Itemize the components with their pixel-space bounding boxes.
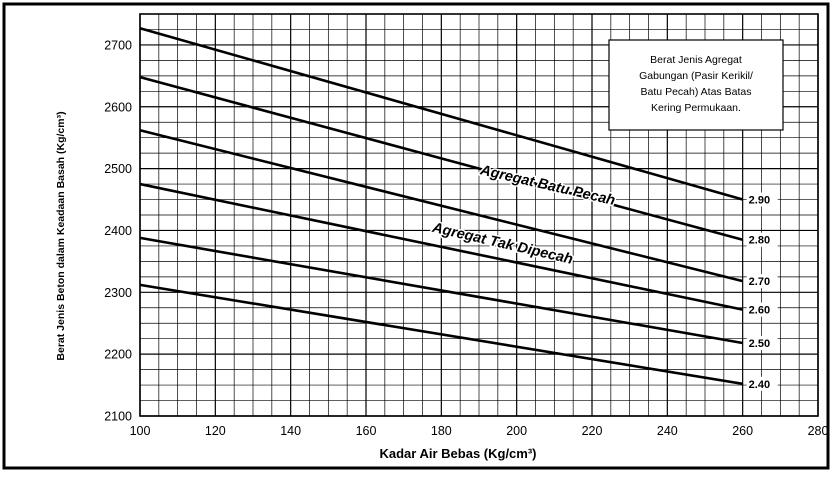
x-tick-label: 180 (431, 424, 452, 438)
series-label-bg (746, 192, 778, 207)
series-label-bg (746, 302, 778, 317)
series-line-2-60 (139, 182, 743, 311)
x-tick-label: 280 (808, 424, 829, 438)
series-label-2-60: 2.60 (749, 305, 770, 317)
x-axis-label: Kadar Air Bebas (Kg/cm³) (380, 446, 537, 461)
y-tick-label: 2300 (104, 286, 132, 300)
legend-line-2: Gabungan (Pasir Kerikil/ (639, 70, 753, 82)
legend-frame (608, 39, 784, 131)
legend-line-4: Kering Permukaan. (651, 102, 741, 114)
x-tick-label: 140 (280, 424, 301, 438)
series-label-2-90: 2.90 (749, 195, 770, 207)
legend-line-3: Batu Pecah) Atas Batas (641, 86, 752, 98)
y-tick-label: 2200 (104, 348, 132, 362)
y-tick-label: 2500 (104, 162, 132, 176)
y-tick-label: 2600 (104, 100, 132, 114)
series-label-bg (746, 232, 778, 247)
series-label-bg (746, 336, 778, 351)
series-line-2-70 (139, 129, 743, 283)
series-line-2-90 (139, 26, 744, 201)
y-tick-label: 2700 (104, 38, 132, 52)
series-layer: 2.90 2.80 2.70 2.60 2.50 2.40 (139, 26, 778, 391)
series-line-2-50 (139, 236, 743, 345)
plot-frame (139, 13, 819, 417)
series-label-bg (746, 376, 778, 391)
y-axis-label: Berat Jenis Beton dalam Keadaan Basah (K… (55, 111, 67, 360)
x-tick-label: 160 (356, 424, 377, 438)
series-label-2-70: 2.70 (749, 276, 770, 288)
y-tick-label: 2100 (104, 410, 132, 424)
x-tick-label: 120 (205, 424, 226, 438)
outer-border (2, 2, 830, 470)
legend: Berat Jenis Agregat Gabungan (Pasir Keri… (608, 39, 784, 131)
series-label-2-40: 2.40 (749, 379, 770, 391)
series-line-2-40 (139, 283, 743, 386)
series-label-2-50: 2.50 (749, 338, 770, 350)
x-tick-label: 100 (130, 424, 151, 438)
x-tick-label: 220 (582, 424, 603, 438)
y-tick-label: 2400 (104, 224, 132, 238)
legend-line-1: Berat Jenis Agregat (650, 54, 742, 66)
axis-layer: 100 120 140 160 180 200 220 240 260 280 2100 2200 23… (104, 13, 829, 438)
x-tick-label: 260 (732, 424, 753, 438)
series-label-2-80: 2.80 (749, 235, 770, 247)
series-label-bg (746, 274, 778, 289)
x-tick-label: 200 (506, 424, 527, 438)
series-line-2-80 (139, 75, 744, 241)
x-tick-label: 240 (657, 424, 678, 438)
